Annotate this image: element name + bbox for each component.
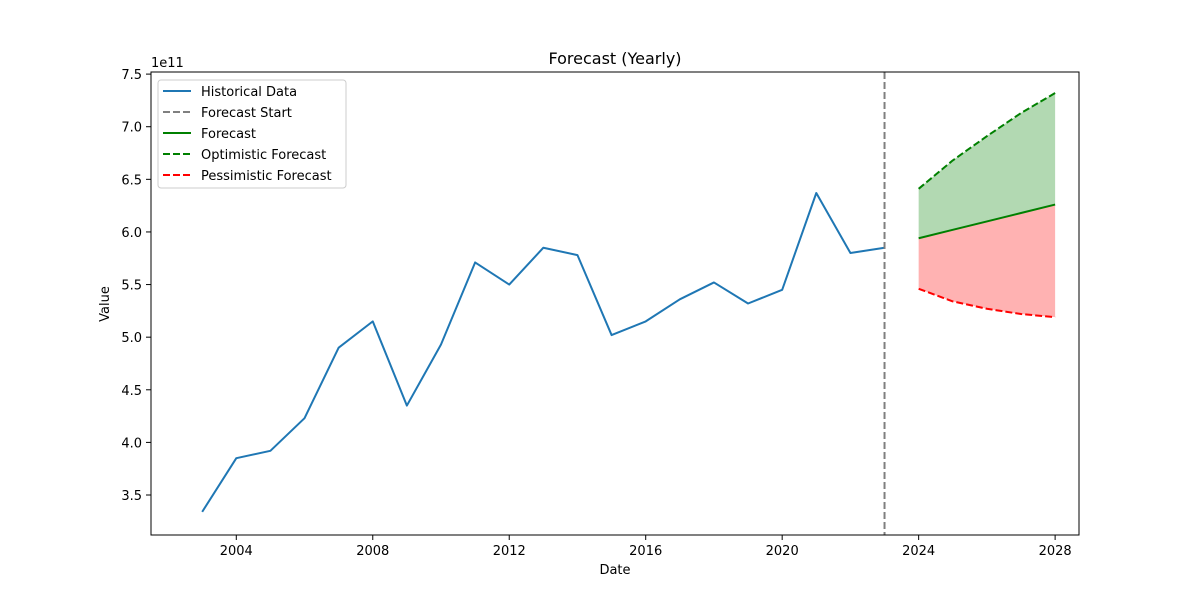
y-tick-label: 4.0 bbox=[121, 436, 142, 451]
x-axis-label: Date bbox=[599, 563, 630, 578]
y-tick-label: 6.5 bbox=[121, 173, 142, 188]
y-axis-label: Value bbox=[98, 286, 113, 322]
series-line-historical-data bbox=[201, 192, 885, 513]
legend-label-pessimistic-forecast: Pessimistic Forecast bbox=[201, 169, 332, 184]
legend: Historical Data Forecast Start Forecast Opt… bbox=[157, 79, 347, 189]
x-tick-label: 2008 bbox=[356, 544, 389, 559]
legend-label-forecast-start: Forecast Start bbox=[201, 106, 292, 121]
legend-label-optimistic-forecast: Optimistic Forecast bbox=[201, 148, 326, 163]
series-line-forecast bbox=[918, 203, 1056, 240]
y-tick-label: 7.5 bbox=[121, 68, 142, 83]
y-tick-label: 6.0 bbox=[121, 226, 142, 241]
x-tick-label: 2012 bbox=[493, 544, 526, 559]
y-tick-label: 4.5 bbox=[121, 384, 142, 399]
x-tick-label: 2016 bbox=[629, 544, 662, 559]
y-tick-label: 5.5 bbox=[121, 279, 142, 294]
chart-title: Forecast (Yearly) bbox=[548, 49, 681, 68]
legend-box bbox=[157, 79, 347, 189]
series-line-pessimistic-forecast bbox=[918, 287, 1056, 319]
x-tick-label: 2020 bbox=[766, 544, 799, 559]
y-offset-label: 1e11 bbox=[151, 56, 184, 71]
y-tick-label: 5.0 bbox=[121, 331, 142, 346]
y-tick-label: 3.5 bbox=[121, 489, 142, 504]
x-tick-label: 2028 bbox=[1039, 544, 1072, 559]
y-axis-ticks: 3.5 4.0 4.5 5.0 5.5 6.0 6.5 7.0 7.5 bbox=[121, 68, 151, 504]
band-forecast-to-pessimistic-forecast bbox=[918, 204, 1056, 318]
legend-label-forecast: Forecast bbox=[201, 127, 256, 142]
band-optimistic-forecast-to-forecast bbox=[918, 93, 1056, 239]
series-lines bbox=[201, 92, 1056, 513]
x-tick-label: 2024 bbox=[902, 544, 935, 559]
x-axis-ticks: 2004 2008 2012 2016 2020 2024 2028 bbox=[220, 535, 1072, 559]
legend-label-historical-data: Historical Data bbox=[201, 85, 297, 100]
forecast-bands bbox=[918, 93, 1056, 318]
series-line-optimistic-forecast bbox=[918, 92, 1056, 190]
x-tick-label: 2004 bbox=[220, 544, 253, 559]
y-tick-label: 7.0 bbox=[121, 121, 142, 136]
plot-frame bbox=[150, 71, 1080, 536]
